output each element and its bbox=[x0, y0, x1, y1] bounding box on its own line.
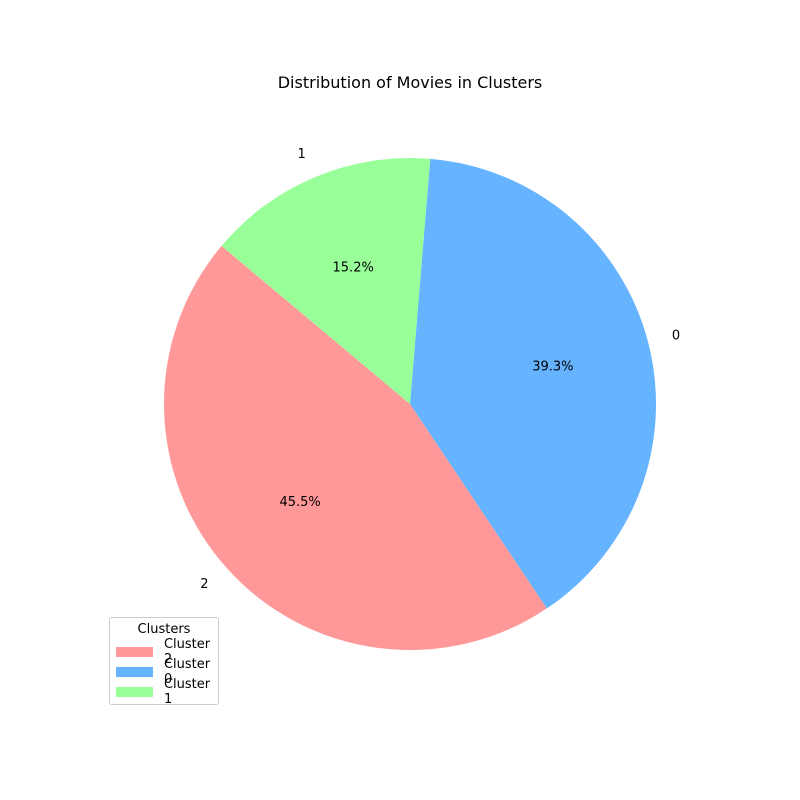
slice-label-0: 0 bbox=[672, 329, 680, 344]
slice-label-1: 1 bbox=[298, 147, 306, 162]
percent-label-0: 39.3% bbox=[532, 359, 573, 374]
legend-title: Clusters bbox=[137, 622, 191, 637]
chart-title: Distribution of Movies in Clusters bbox=[278, 73, 543, 92]
pie-slice-2 bbox=[163, 245, 547, 650]
legend-item-cluster-0: Cluster 0 bbox=[116, 657, 218, 687]
slice-label-2: 2 bbox=[200, 577, 208, 592]
legend-swatch bbox=[116, 667, 153, 677]
legend-label: Cluster 2 bbox=[163, 637, 211, 667]
pie-slice-1 bbox=[221, 158, 431, 404]
slice-labels: 2 0 1 bbox=[200, 147, 680, 592]
legend-item-cluster-1: Cluster 1 bbox=[116, 677, 218, 707]
legend-swatch bbox=[116, 647, 153, 657]
legend-label: Cluster 0 bbox=[163, 657, 211, 687]
legend-label: Cluster 1 bbox=[163, 677, 211, 707]
percent-label-2: 45.5% bbox=[279, 495, 320, 510]
pie-slices bbox=[163, 158, 656, 650]
legend-swatch bbox=[116, 687, 153, 697]
legend: Clusters Cluster 2 Cluster 0 Cluster 1 bbox=[109, 617, 219, 707]
pie-slice-0 bbox=[410, 158, 656, 609]
legend-item-cluster-2: Cluster 2 bbox=[116, 637, 218, 667]
percent-label-1: 15.2% bbox=[333, 260, 374, 275]
percent-labels: 45.5% 39.3% 15.2% bbox=[279, 260, 573, 510]
